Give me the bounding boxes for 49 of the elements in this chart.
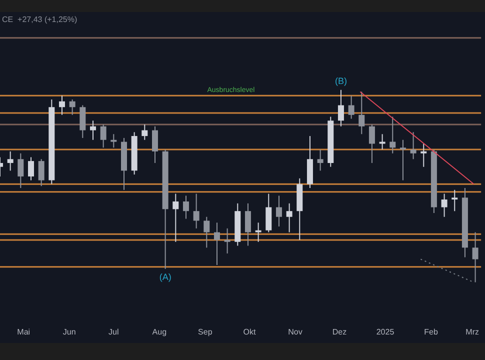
candlestick <box>80 104 86 138</box>
x-tick-label: Jun <box>62 327 76 336</box>
candlestick <box>358 91 365 135</box>
x-tick-label: Dez <box>332 327 347 336</box>
x-tick-label: 2025 <box>376 327 395 336</box>
candlestick <box>472 232 478 283</box>
candlestick <box>58 95 65 116</box>
annotation: (B) <box>334 76 347 86</box>
candlestick <box>38 158 44 187</box>
x-tick-label: Mrz <box>466 327 479 336</box>
candlestick <box>204 216 210 248</box>
candlestick <box>338 89 344 127</box>
x-tick-label: Sep <box>198 327 213 336</box>
candlestick <box>286 202 292 233</box>
candlestick <box>266 193 272 233</box>
x-tick-label: Mai <box>17 327 30 336</box>
candlestick <box>410 132 416 160</box>
candlestick <box>110 134 117 148</box>
candlestick <box>244 202 251 246</box>
candlestick <box>348 95 354 120</box>
candlestick <box>255 222 262 242</box>
chart-subtitle: CE +27,43 (+1,25%) <box>2 15 78 24</box>
candlestick <box>7 150 14 172</box>
candlestick <box>276 195 282 227</box>
candlestick <box>152 126 158 164</box>
candlestick <box>420 143 427 168</box>
candlestick <box>69 98 76 116</box>
x-tick-label: Nov <box>288 327 302 336</box>
x-tick-label: Okt <box>243 327 256 336</box>
candlestick <box>172 193 179 242</box>
candlestick <box>452 189 458 212</box>
candlestick <box>182 195 189 220</box>
x-tick-label: Feb <box>424 327 438 336</box>
annotation: (A) <box>159 272 172 282</box>
candlestick <box>441 193 448 218</box>
candlestick <box>317 149 324 172</box>
candlestick <box>400 139 406 181</box>
x-tick-label: Aug <box>152 327 167 336</box>
candlestick <box>193 193 200 229</box>
candlestick <box>224 228 230 254</box>
candlestick <box>90 120 96 140</box>
candlestick <box>214 222 220 266</box>
candlestick <box>100 124 106 148</box>
candlestick <box>18 152 24 188</box>
x-tick-label: Jul <box>108 327 119 336</box>
candlestick <box>28 156 34 181</box>
candlestick <box>390 116 396 154</box>
candlestick <box>142 124 148 140</box>
candlestick <box>368 124 375 164</box>
